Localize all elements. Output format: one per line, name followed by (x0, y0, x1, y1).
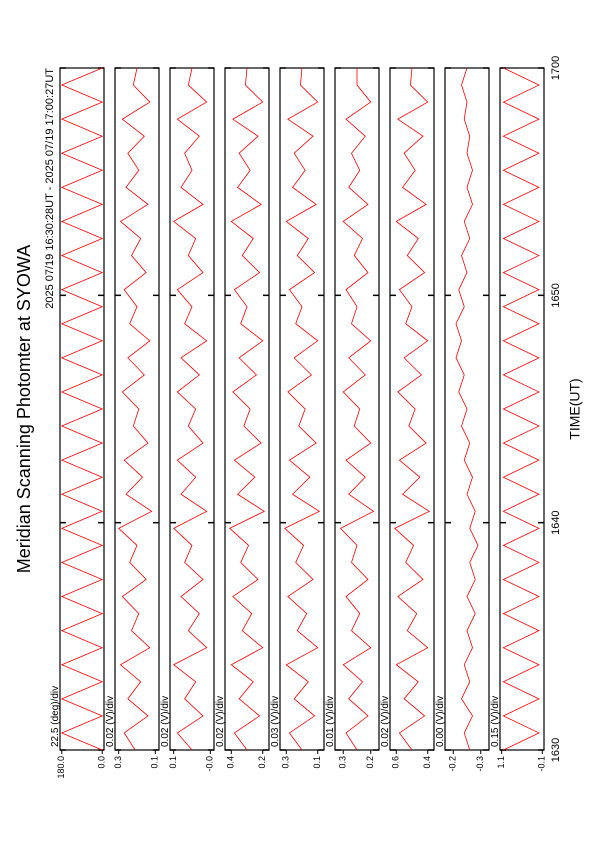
panel-scale-label: 0.15 (V)/div (490, 696, 501, 747)
data-line (394, 67, 431, 751)
y-tick-label: -0.3 (475, 756, 485, 772)
y-tick-label: 0.3 (338, 756, 348, 769)
panel-frame (499, 67, 545, 751)
y-tick-label: -0.0 (205, 756, 215, 772)
chart-subtitle: 2025 07/19 16:30:28UT - 2025 07/19 17:00… (44, 68, 56, 309)
data-line (455, 67, 479, 751)
data-line (172, 67, 208, 751)
data-line (502, 67, 540, 751)
y-tick-label: 0.1 (312, 756, 322, 769)
panel-scale-label: 0.02 (V)/div (380, 696, 391, 747)
y-tick-label: -0.2 (448, 756, 458, 772)
y-tick-label: 1.1 (496, 756, 506, 769)
data-line (117, 67, 153, 751)
data-line (229, 67, 266, 751)
data-line (284, 67, 321, 751)
y-tick-label: 180.0 (56, 756, 66, 779)
x-tick-label: 1630 (550, 738, 562, 762)
y-tick-label: 0.0 (97, 756, 107, 769)
data-line (339, 68, 375, 751)
y-tick-label: 0.4 (422, 756, 432, 769)
chart-title: Meridian Scanning Photomter at SYOWA (14, 245, 34, 573)
x-axis-label: TIME(UT) (567, 378, 583, 439)
panel-scale-label: 22.5 (deg)/div (50, 686, 61, 747)
panel-scale-label: 0.00 (V)/div (435, 696, 446, 747)
y-tick-label: 0.1 (168, 756, 178, 769)
x-tick-label: 1640 (550, 510, 562, 534)
panel-frame (334, 67, 380, 751)
panel-scale-label: 0.02 (V)/div (215, 696, 226, 747)
panel-scale-label: 0.02 (V)/div (160, 696, 171, 747)
panel-scale-label: 0.03 (V)/div (270, 696, 281, 747)
y-tick-label: 0.3 (113, 756, 123, 769)
panel-scale-label: 0.01 (V)/div (325, 696, 336, 747)
data-line (60, 67, 104, 751)
rotated-plot: Meridian Scanning Photomter at SYOWA 202… (14, 56, 583, 779)
panel-scale-label: 0.02 (V)/div (105, 696, 116, 747)
y-tick-label: 0.4 (226, 756, 236, 769)
y-tick-label: 0.3 (281, 756, 291, 769)
panel-frame (59, 67, 105, 751)
panel-frame (114, 67, 160, 751)
y-tick-label: 0.6 (391, 756, 401, 769)
x-tick-label: 1700 (550, 56, 562, 80)
x-tick-label: 1650 (550, 283, 562, 307)
y-tick-label: 0.1 (150, 756, 160, 769)
y-tick-label: 0.2 (365, 756, 375, 769)
y-tick-label: -0.1 (537, 756, 547, 772)
y-tick-label: 0.2 (257, 756, 267, 769)
